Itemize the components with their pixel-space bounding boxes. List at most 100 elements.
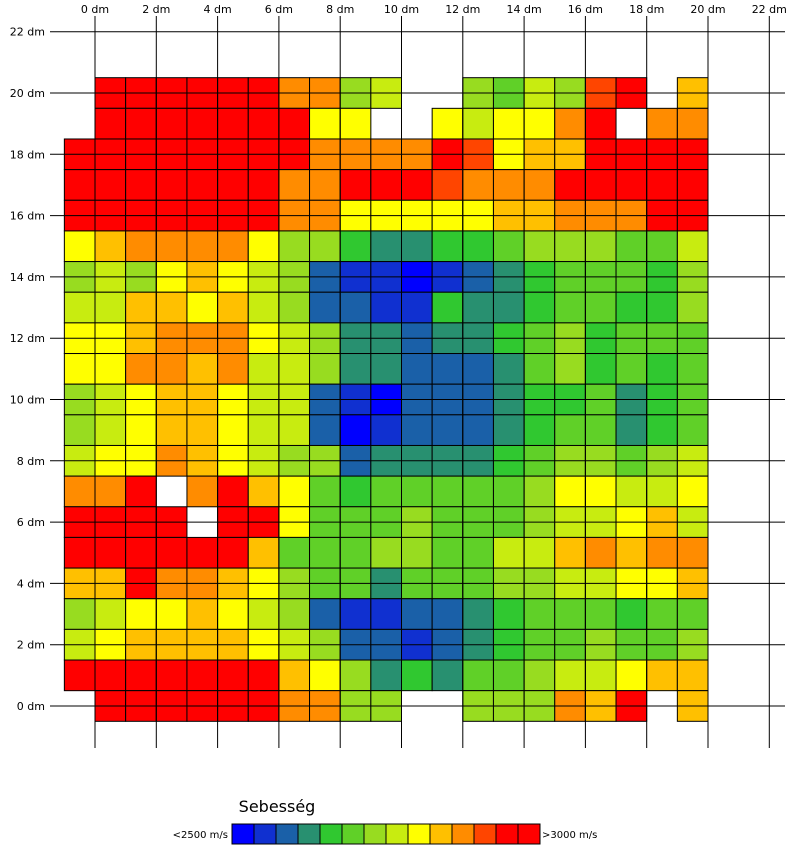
heatmap-cell [278, 169, 311, 201]
heatmap-cell [523, 598, 556, 630]
heatmap-cell [94, 107, 127, 140]
heatmap-cell [492, 230, 525, 263]
heatmap-cell [554, 598, 586, 630]
heatmap-cell [186, 414, 219, 446]
heatmap-cell [339, 353, 372, 385]
heatmap-cell [584, 230, 617, 263]
heatmap-cell [278, 536, 311, 569]
heatmap-cell [676, 536, 709, 569]
heatmap-cell [584, 169, 617, 201]
y-tick-label: 22 dm [10, 26, 45, 39]
y-tick-label: 0 dm [17, 700, 45, 713]
heatmap-cell [646, 107, 678, 140]
heatmap-cell [63, 659, 96, 692]
heatmap-cell [370, 169, 403, 201]
heatmap-cell [125, 353, 157, 385]
heatmap-cell [278, 107, 311, 140]
heatmap-cell [615, 598, 648, 630]
legend-swatch [253, 823, 277, 845]
heatmap-cell [554, 536, 586, 569]
heatmap-cell [155, 291, 188, 324]
legend-swatches [231, 823, 541, 845]
heatmap-cell [155, 353, 188, 385]
heatmap-cell [492, 475, 525, 508]
heatmap-cell [94, 169, 127, 201]
y-tick-label: 16 dm [10, 210, 45, 223]
heatmap-cell [247, 353, 280, 385]
heatmap-cell [554, 475, 586, 508]
heatmap-cell [401, 475, 433, 508]
heatmap-cell [523, 414, 556, 446]
heatmap-cell [339, 475, 372, 508]
heatmap-cell [217, 598, 249, 630]
heatmap-cell [186, 536, 219, 569]
heatmap-cell [278, 475, 311, 508]
legend-swatch [275, 823, 299, 845]
heatmap-cell [125, 659, 157, 692]
x-axis-ticks: 0 dm 2 dm 4 dm 6 dm 8 dm 10 dm 12 dm 14 dm 16 dm… [81, 3, 787, 16]
legend-max-label: >3000 m/s [542, 830, 597, 841]
heatmap-cell [339, 414, 372, 446]
heatmap-cell [492, 598, 525, 630]
heatmap-cell [646, 230, 678, 263]
heatmap-cell [615, 414, 648, 446]
heatmap-cell [186, 107, 219, 140]
legend-min-label: <2500 m/s [173, 830, 228, 841]
heatmap-cell [339, 291, 372, 324]
heatmap-cell [676, 230, 709, 263]
heatmap-cell [155, 598, 188, 630]
heatmap-cell [217, 659, 249, 692]
heatmap-cell [125, 414, 157, 446]
heatmap-cell [584, 291, 617, 324]
heatmap-cell [615, 291, 648, 324]
heatmap-cell [431, 107, 464, 140]
heatmap-cell [309, 169, 341, 201]
heatmap-cell [278, 598, 311, 630]
heatmap-cell [523, 353, 556, 385]
heatmap-cell [309, 536, 341, 569]
heatmap-cell [646, 536, 678, 569]
heatmap-cell [309, 230, 341, 263]
heatmap-cell [584, 536, 617, 569]
legend-swatch [385, 823, 409, 845]
heatmap-cell [646, 659, 678, 692]
heatmap-cell [94, 536, 127, 569]
heatmap-cell [370, 291, 403, 324]
heatmap-cell [492, 659, 525, 692]
x-tick-label: 6 dm [265, 3, 293, 16]
heatmap-cell [309, 598, 341, 630]
heatmap-cell [339, 169, 372, 201]
heatmap-cell [462, 536, 494, 569]
heatmap-cell [186, 291, 219, 324]
x-tick-label: 20 dm [690, 3, 725, 16]
heatmap-cell [431, 230, 464, 263]
heatmap-cell [247, 230, 280, 263]
heatmap-cell [63, 536, 96, 569]
heatmap-cell [615, 475, 648, 508]
heatmap-cell [431, 414, 464, 446]
y-tick-label: 14 dm [10, 271, 45, 284]
heatmap-cell [370, 230, 403, 263]
heatmap-cell [431, 353, 464, 385]
heatmap-cell [186, 230, 219, 263]
heatmap-cell [523, 169, 556, 201]
heatmap-cell [554, 353, 586, 385]
y-tick-label: 8 dm [17, 455, 45, 468]
x-tick-label: 4 dm [203, 3, 231, 16]
x-tick-label: 12 dm [445, 3, 480, 16]
heatmap-cell [615, 230, 648, 263]
heatmap-cell [431, 475, 464, 508]
heatmap-cell [523, 107, 556, 140]
heatmap-cell [247, 414, 280, 446]
heatmap-cell [370, 414, 403, 446]
y-tick-label: 18 dm [10, 148, 45, 161]
heatmap-cell [462, 169, 494, 201]
heatmap-cell [247, 536, 280, 569]
heatmap-cell [523, 659, 556, 692]
heatmap-cell [401, 169, 433, 201]
heatmap-cell [401, 536, 433, 569]
heatmap-cell [63, 169, 96, 201]
heatmap-cell [247, 169, 280, 201]
heatmap-cell [94, 475, 127, 508]
